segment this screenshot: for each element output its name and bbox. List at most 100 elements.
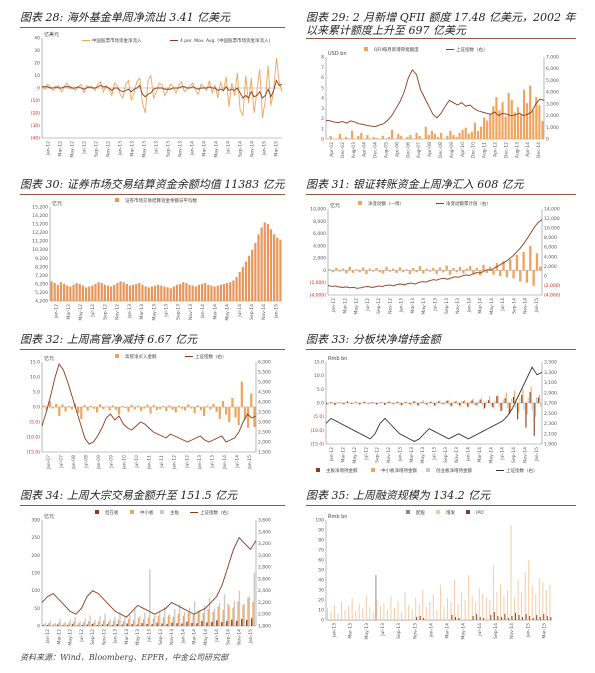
y-unit-label: Rmb bn bbox=[328, 356, 347, 362]
bar-5-0-47 bbox=[521, 394, 523, 403]
bar-6-0-10 bbox=[91, 623, 94, 626]
y2-tick-label: 1,000 bbox=[546, 125, 559, 131]
bar-5-2-26 bbox=[436, 401, 438, 403]
legend-swatch bbox=[364, 47, 368, 51]
y-tick-label: 70 bbox=[318, 548, 324, 554]
bar-4-0-36 bbox=[155, 407, 158, 410]
bar-7-2-58 bbox=[532, 618, 534, 620]
line-series-0-1 bbox=[42, 79, 283, 99]
x-tick-label: Jul-12 bbox=[363, 447, 369, 461]
bar-6-0-18 bbox=[131, 624, 133, 626]
bar-4-0-3 bbox=[51, 407, 55, 409]
x-tick-label: Jul-13 bbox=[432, 447, 438, 461]
bar-7-2-27 bbox=[423, 618, 425, 620]
x-tick-label: Nov-13 bbox=[454, 447, 460, 463]
bar-5-2-9 bbox=[365, 403, 367, 404]
bar-6-0-36 bbox=[221, 622, 223, 626]
x-tick-label: Mar-13 bbox=[409, 447, 415, 463]
legend-label: 增发 bbox=[446, 509, 455, 516]
bar-6-1-28 bbox=[182, 615, 185, 626]
bar-4-0-48 bbox=[193, 407, 196, 413]
bar-7-2-50 bbox=[504, 614, 506, 620]
bar-4-0-32 bbox=[143, 407, 146, 409]
bar-6-2-19 bbox=[139, 616, 141, 626]
bar-6-1-41 bbox=[247, 597, 249, 626]
y2-tick-label: 2,000 bbox=[544, 264, 557, 270]
bar-6-1-42 bbox=[252, 601, 254, 626]
x-tick-label: Jan-12 bbox=[331, 298, 337, 313]
bar-5-0-36 bbox=[475, 403, 477, 405]
x-tick-label: May-14 bbox=[225, 304, 231, 321]
bar-3-0-53 bbox=[505, 270, 509, 278]
bar-4-0-33 bbox=[146, 404, 149, 407]
bar-5-1-50 bbox=[534, 403, 536, 417]
y-unit-label: 亿元 bbox=[44, 355, 54, 362]
bar-3-0-28 bbox=[422, 270, 425, 274]
bar-3-0-17 bbox=[385, 266, 388, 271]
bar-7-1-58 bbox=[531, 586, 533, 620]
bar-4-0-52 bbox=[206, 405, 209, 407]
x-tick-label: May-12 bbox=[70, 141, 76, 158]
chart-title-fig31: 图表 31: 银证转账资金上周净汇入 608 亿元 bbox=[306, 178, 524, 191]
bar-2-0-30 bbox=[144, 286, 147, 301]
bar-2-0-6 bbox=[69, 286, 72, 301]
bar-2-0-38 bbox=[169, 288, 172, 301]
bar-7-1-12 bbox=[369, 607, 371, 620]
bar-5-1-25 bbox=[430, 401, 433, 403]
x-tick-label: Jul-13 bbox=[154, 141, 160, 155]
bar-2-0-52 bbox=[213, 286, 216, 301]
x-tick-label: Mar-12 bbox=[66, 304, 72, 320]
bar-2-0-48 bbox=[200, 283, 204, 301]
x-tick-label: Apr-12 bbox=[492, 142, 498, 157]
bar-6-1-21 bbox=[147, 617, 150, 626]
bar-5-2-31 bbox=[456, 403, 459, 405]
x-tick-label: Apr-14 bbox=[525, 142, 531, 157]
bar-6-1-5 bbox=[68, 622, 70, 626]
bar-5-2-19 bbox=[407, 403, 409, 404]
bar-4-0-19 bbox=[102, 407, 105, 410]
bar-6-2-34 bbox=[213, 608, 216, 626]
x-tick-label: May-12 bbox=[352, 447, 358, 464]
bar-3-0-62 bbox=[535, 253, 539, 271]
bar-1-0-30 bbox=[418, 135, 421, 139]
bar-7-1-20 bbox=[397, 601, 399, 620]
bar-2-0-14 bbox=[94, 283, 97, 301]
y2-tick-label: (4,000) bbox=[544, 293, 561, 299]
bar-6-1-14 bbox=[113, 620, 115, 626]
bar-5-0-8 bbox=[359, 403, 361, 405]
y-tick-label: 6,000 bbox=[313, 231, 326, 237]
y-tick-label: 0.0 bbox=[33, 405, 40, 411]
bar-5-0-1 bbox=[330, 402, 332, 403]
bar-3-0-34 bbox=[442, 270, 445, 273]
x-tick-label: Sep-14 bbox=[238, 141, 244, 157]
x-tick-label: Nov-13 bbox=[169, 629, 175, 645]
y-tick-label: 30 bbox=[318, 588, 324, 594]
bar-1-0-56 bbox=[498, 110, 501, 139]
bar-3-0-40 bbox=[462, 270, 465, 274]
bar-4-0-55 bbox=[215, 407, 218, 412]
x-tick-label: Jul-14 bbox=[226, 141, 232, 155]
bar-5-0-50 bbox=[533, 403, 535, 436]
bar-2-0-41 bbox=[179, 283, 182, 301]
bar-3-0-57 bbox=[519, 270, 522, 282]
legend-label: 中国股票市场资金净流入 bbox=[92, 37, 142, 44]
legend-label: 上证指数（右） bbox=[200, 509, 232, 516]
bar-6-1-33 bbox=[207, 609, 209, 626]
x-tick-label: Jan-14 bbox=[466, 447, 472, 462]
bar-3-0-59 bbox=[525, 270, 529, 283]
bar-7-2-63 bbox=[550, 617, 552, 620]
bar-5-1-29 bbox=[447, 399, 449, 403]
bar-5-1-30 bbox=[451, 403, 453, 406]
bar-6-1-2 bbox=[53, 623, 55, 626]
bar-4-0-46 bbox=[187, 404, 190, 407]
bar-4-0-45 bbox=[184, 407, 187, 411]
y-tick-label: 80 bbox=[318, 538, 324, 544]
bar-6-0-17 bbox=[126, 623, 128, 626]
y-tick-label: 10,200 bbox=[32, 247, 48, 253]
x-tick-label: Jan-08 bbox=[71, 455, 77, 470]
y-tick-label: 300 bbox=[31, 518, 40, 524]
bar-3-0-18 bbox=[388, 270, 392, 272]
bar-6-0-0 bbox=[42, 625, 44, 626]
bar-7-2-48 bbox=[497, 616, 499, 620]
chart-title-fig28: 图表 28: 海外基金单周净流出 3.41 亿美元 bbox=[20, 11, 231, 24]
